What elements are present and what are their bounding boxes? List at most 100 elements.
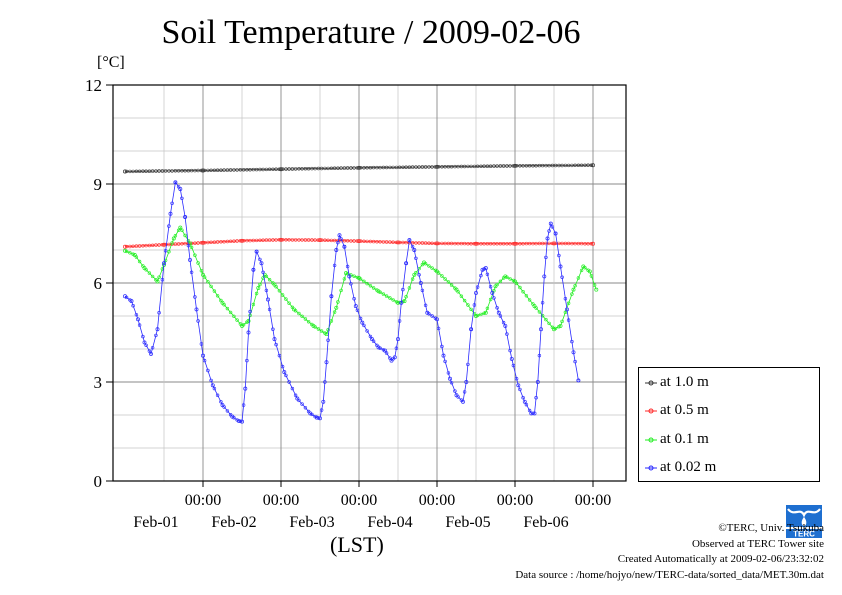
sample-marker: [323, 166, 327, 171]
sample-marker: [261, 238, 265, 242]
sample-marker: [128, 298, 132, 302]
sample-marker: [459, 241, 464, 246]
x-axis-title: (LST): [330, 532, 384, 557]
sample-marker: [128, 244, 132, 249]
sample-marker: [235, 239, 239, 243]
sample-marker: [251, 268, 256, 272]
sample-marker: [462, 298, 467, 303]
sample-marker: [332, 263, 337, 268]
sample-marker: [323, 380, 327, 384]
sample-marker: [446, 280, 451, 284]
sample-marker: [316, 166, 321, 171]
x-tick-time-label: 00:00: [575, 492, 611, 509]
sample-marker: [586, 163, 590, 167]
sample-marker: [420, 262, 425, 267]
sample-marker: [449, 381, 454, 385]
legend: at 1.0 m at 0.5 m at 0.1 m at 0.02 m: [638, 367, 820, 482]
sample-marker: [365, 239, 369, 244]
sample-marker: [186, 243, 191, 248]
sample-marker: [306, 238, 311, 242]
sample-marker: [511, 164, 516, 168]
sample-marker: [573, 241, 577, 246]
sample-marker: [420, 241, 425, 245]
sample-marker: [355, 308, 360, 312]
sample-marker: [566, 163, 571, 168]
sample-marker: [128, 169, 132, 174]
data-point: [357, 239, 361, 244]
sample-marker: [277, 353, 282, 358]
sample-marker: [150, 243, 155, 248]
sample-marker: [508, 164, 512, 168]
sample-marker: [332, 238, 337, 243]
legend-item-1m: at 1.0 m: [639, 372, 819, 394]
sample-marker: [319, 329, 324, 333]
sample-marker: [316, 416, 321, 420]
sample-marker: [514, 377, 519, 381]
sample-marker: [206, 240, 210, 245]
sample-marker: [404, 295, 408, 299]
sample-marker: [352, 166, 356, 170]
sample-marker: [303, 317, 308, 321]
sample-marker: [277, 238, 282, 242]
data-point: [435, 164, 439, 169]
sample-marker: [228, 310, 233, 315]
sample-marker: [537, 241, 542, 246]
sample-marker: [553, 231, 558, 236]
data-point: [171, 236, 176, 241]
data-source-text: Data source : /home/hojyo/new/TERC-data/…: [515, 568, 824, 581]
sample-marker: [378, 240, 382, 244]
sample-marker: [137, 323, 142, 327]
sample-marker: [303, 167, 308, 171]
sample-marker: [167, 169, 171, 173]
sample-marker: [206, 368, 210, 373]
sample-marker: [290, 386, 295, 391]
sample-marker: [287, 238, 291, 242]
sample-marker: [342, 239, 347, 243]
data-point: [201, 240, 205, 245]
sample-marker: [326, 338, 330, 342]
sample-marker: [326, 166, 330, 171]
sample-marker: [342, 277, 347, 281]
sample-marker: [248, 238, 252, 243]
sample-marker: [329, 166, 334, 171]
sample-marker: [563, 163, 568, 168]
sample-marker: [492, 242, 496, 246]
data-point: [353, 304, 358, 309]
sample-marker: [501, 164, 506, 168]
sample-marker: [219, 298, 223, 303]
sample-marker: [329, 238, 334, 243]
sample-marker: [534, 306, 538, 310]
sample-marker: [427, 165, 431, 169]
sample-marker: [160, 278, 165, 282]
sample-marker: [245, 168, 249, 172]
legend-marker-01m: [645, 437, 657, 443]
sample-marker: [423, 165, 428, 169]
legend-label-002m: at 0.02 m: [660, 459, 717, 475]
sample-marker: [475, 164, 480, 169]
sample-marker: [462, 164, 467, 169]
sample-marker: [456, 241, 460, 246]
data-point: [272, 337, 277, 342]
sample-marker: [586, 242, 590, 246]
sample-marker: [134, 244, 139, 248]
sample-marker: [212, 240, 217, 244]
sample-marker: [352, 274, 356, 278]
sample-marker: [193, 295, 197, 299]
sample-marker: [573, 284, 577, 288]
sample-marker: [310, 166, 314, 171]
sample-marker: [287, 380, 291, 384]
sample-marker: [183, 169, 187, 173]
data-point: [399, 300, 404, 305]
sample-marker: [566, 241, 571, 246]
data-point: [548, 221, 553, 226]
data-point: [308, 411, 313, 416]
data-point: [418, 281, 423, 285]
sample-marker: [313, 414, 317, 419]
sample-marker: [417, 165, 421, 169]
sample-marker: [297, 398, 301, 403]
sample-marker: [358, 166, 363, 170]
sample-marker: [271, 327, 275, 331]
sample-marker: [173, 234, 178, 238]
sample-marker: [232, 168, 236, 172]
sample-marker: [414, 165, 418, 169]
